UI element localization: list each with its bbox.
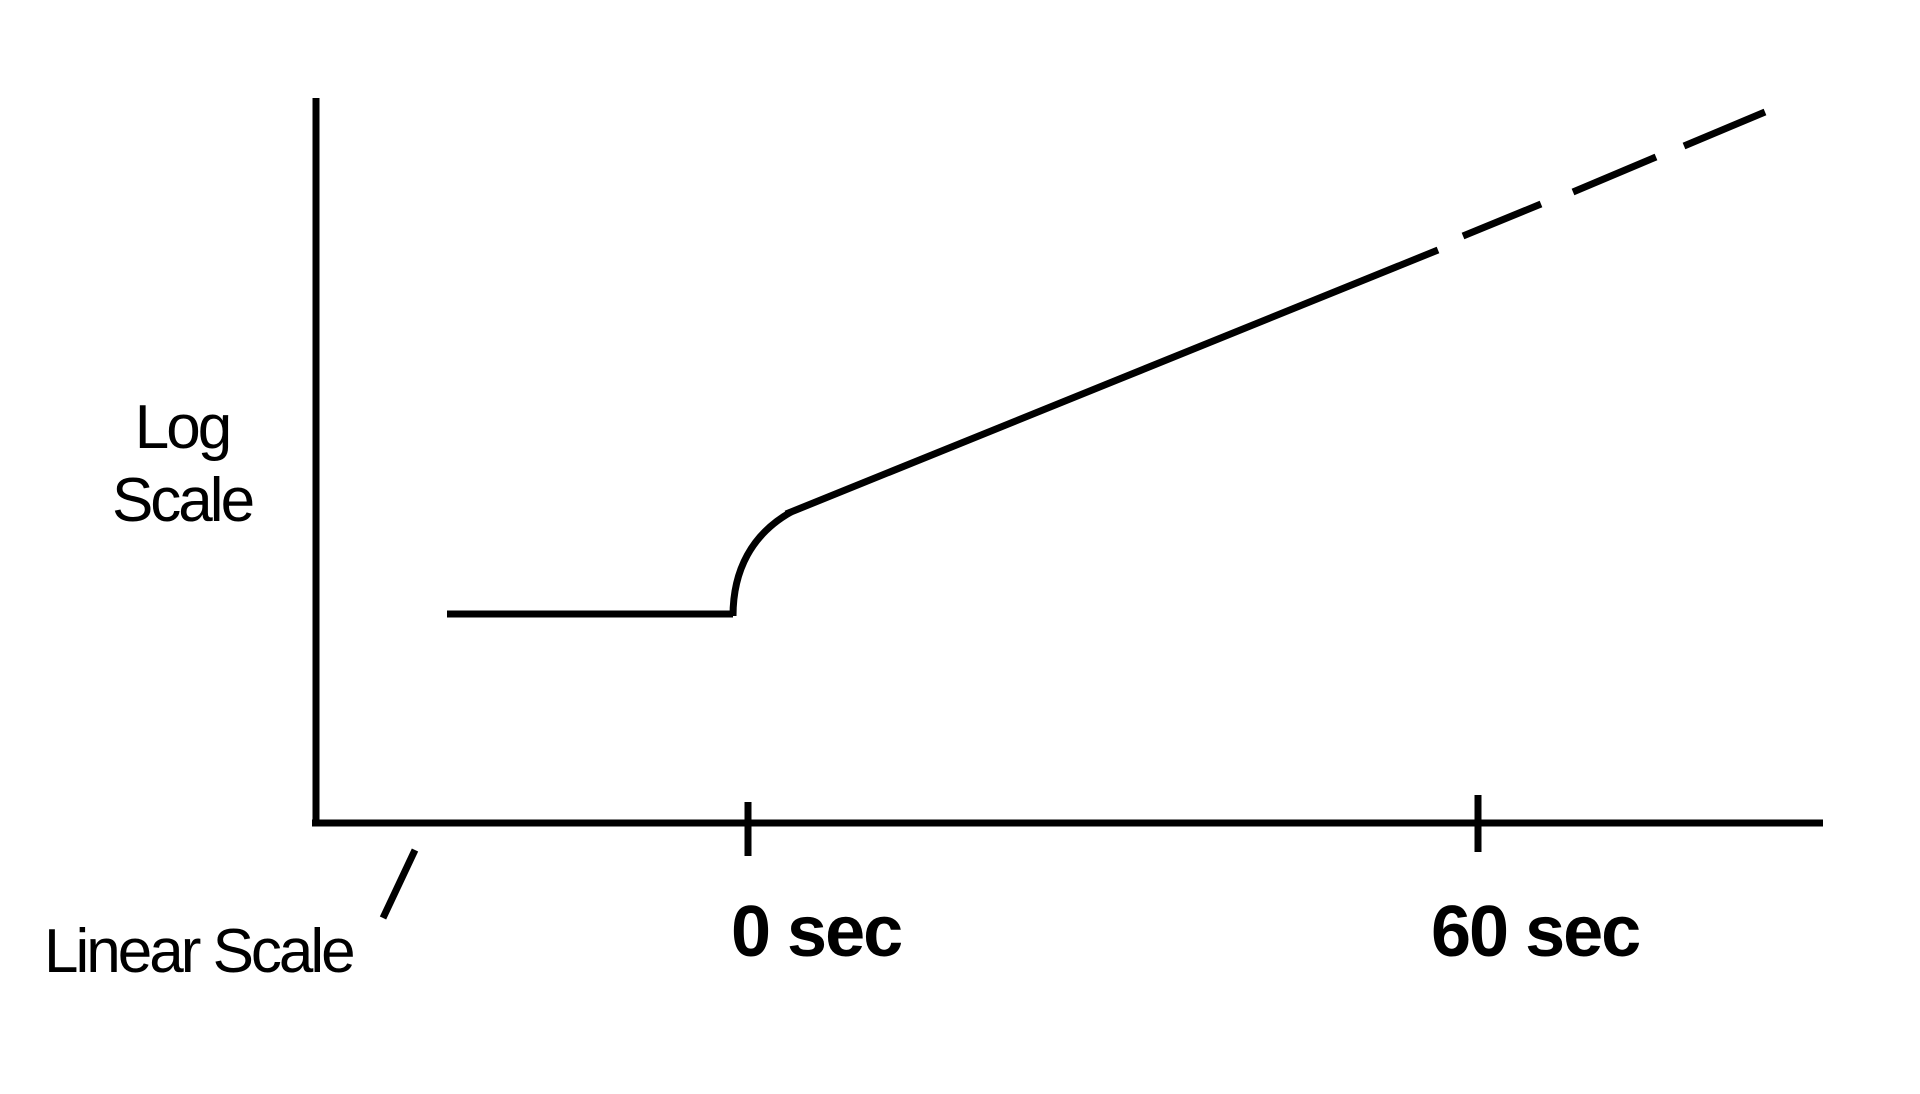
x-axis-label: Linear Scale	[44, 917, 353, 986]
y-axis-label-line2: Scale	[112, 466, 253, 535]
transition-curve	[729, 508, 793, 617]
extrapolation-dash-2	[1571, 153, 1658, 196]
extrapolation-dash-1	[1461, 200, 1543, 240]
linear-rise-segment	[784, 246, 1440, 518]
extrapolation-dash-3	[1682, 108, 1767, 150]
y-axis-label-line1: Log	[135, 393, 229, 462]
x-axis-label-leader	[379, 848, 419, 920]
tick-label-60-sec: 60 sec	[1431, 892, 1639, 972]
tick-label-0-sec: 0 sec	[731, 892, 901, 972]
